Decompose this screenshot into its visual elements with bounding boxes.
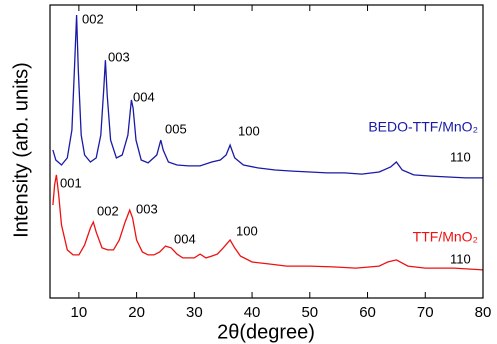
peak-label: 003 <box>108 49 130 64</box>
peak-label: 110 <box>450 149 471 164</box>
x-tick-label: 60 <box>359 304 376 321</box>
y-axis-label: Intensity (arb. units) <box>10 62 32 238</box>
x-tick-label: 30 <box>186 304 203 321</box>
peak-label: 001 <box>60 175 82 190</box>
series-line <box>52 174 484 271</box>
x-tick-label: 20 <box>128 304 145 321</box>
peak-label: 002 <box>82 11 104 26</box>
x-axis-label: 2θ(degree) <box>217 321 315 343</box>
plot-frame <box>49 4 484 299</box>
peak-label: 100 <box>238 123 260 138</box>
peak-label: 002 <box>97 203 119 218</box>
x-tick-label: 40 <box>244 304 261 321</box>
x-tick-label: 80 <box>475 304 492 321</box>
legend-label: BEDO-TTF/MnO₂ <box>368 119 478 135</box>
peak-label: 004 <box>174 231 196 246</box>
peak-label: 004 <box>133 89 155 104</box>
peak-label: 110 <box>450 251 471 266</box>
peak-label: 003 <box>136 201 158 216</box>
x-tick-label: 70 <box>417 304 434 321</box>
peak-label: 100 <box>236 223 258 238</box>
peak-label: 005 <box>165 121 187 136</box>
legend-label: TTF/MnO₂ <box>413 229 478 245</box>
x-tick-label: 10 <box>71 304 88 321</box>
series-line <box>52 14 483 179</box>
x-tick-label: 50 <box>301 304 318 321</box>
